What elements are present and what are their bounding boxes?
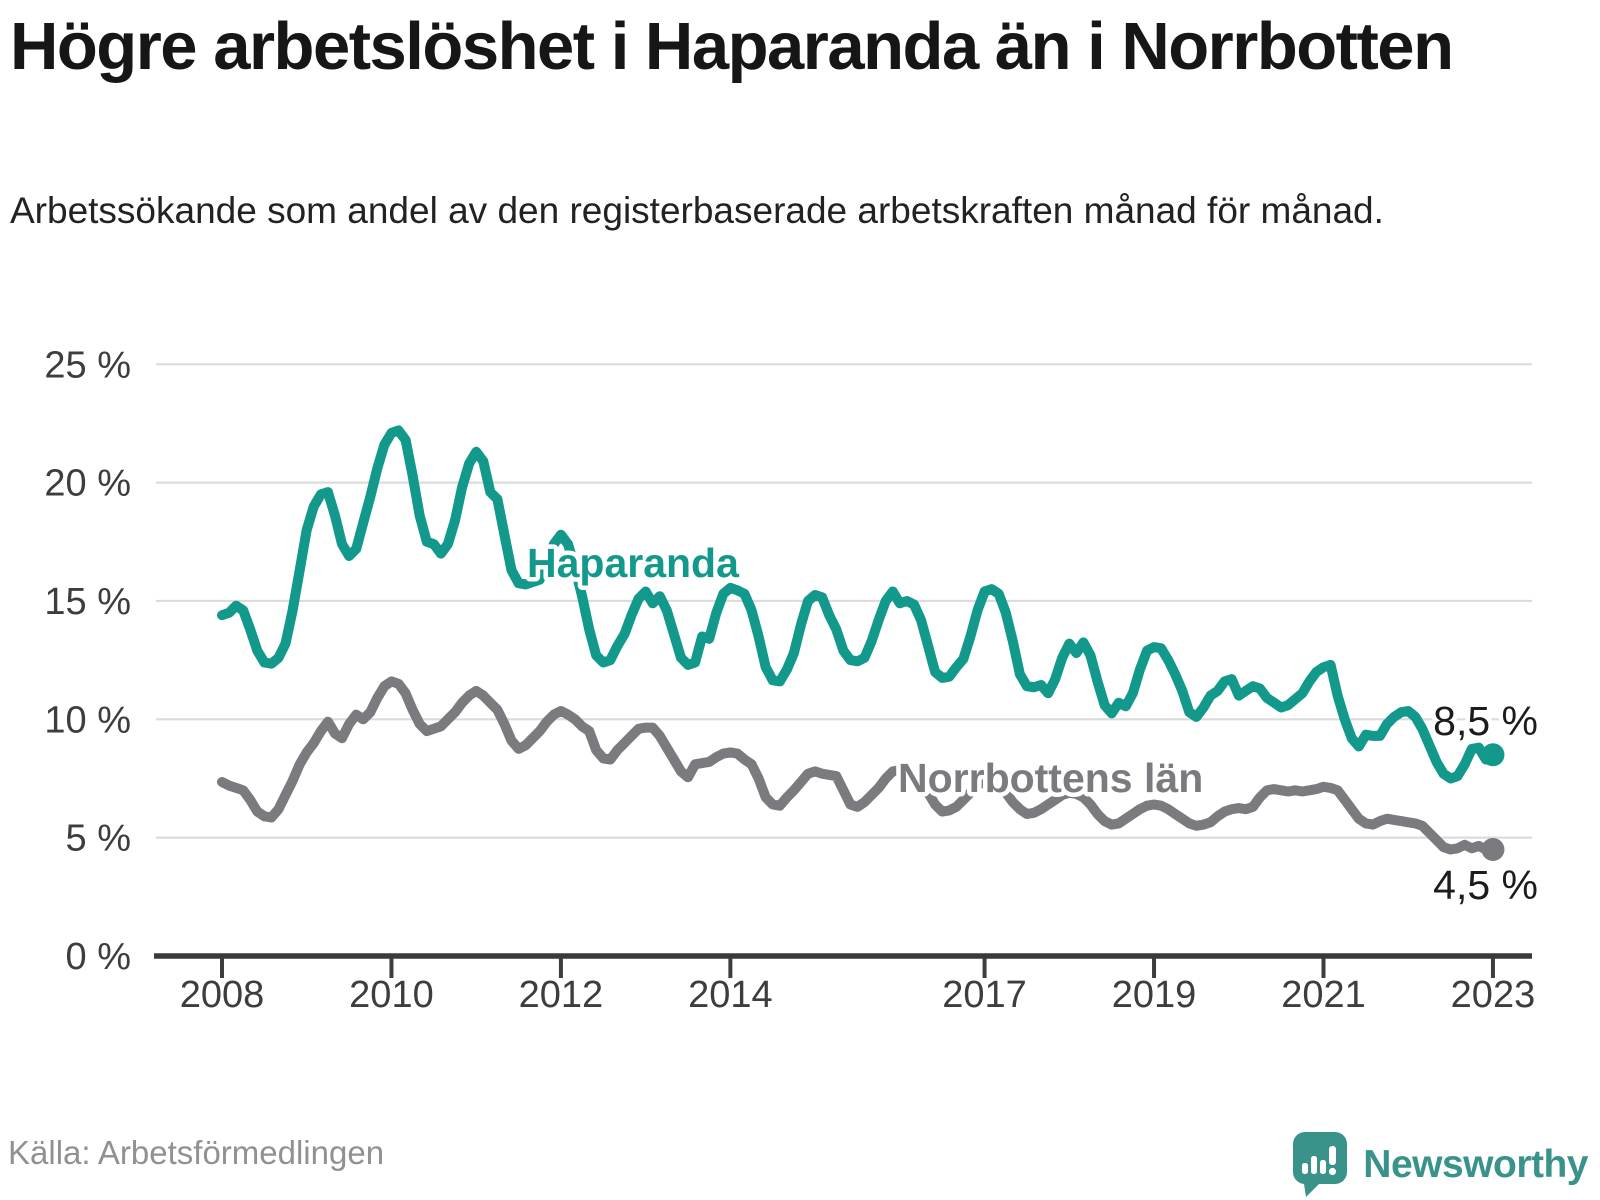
x-axis-tick-label: 2023 (1451, 974, 1536, 1016)
haparanda-series-label: Haparanda (527, 540, 740, 586)
newsworthy-logo: Newsworthy (1293, 1132, 1588, 1198)
haparanda-end-value-label: 8,5 % (1433, 698, 1538, 744)
y-axis-tick-label: 0 % (66, 936, 131, 978)
logo-brand-text: Newsworthy (1363, 1143, 1588, 1186)
y-axis-tick-label: 20 % (44, 463, 131, 505)
haparanda-line (217, 425, 1498, 784)
y-axis-tick-label: 15 % (44, 581, 131, 623)
x-axis-tick-label: 2021 (1281, 974, 1366, 1016)
y-axis-tick-label: 25 % (44, 344, 131, 386)
norrbotten-end-dot (1481, 837, 1505, 861)
source-note: Källa: Arbetsförmedlingen (8, 1134, 385, 1171)
norrbotten-series-label: Norrbottens län (898, 755, 1203, 801)
haparanda-end-dot (1481, 743, 1505, 767)
x-axis-tick-label: 2010 (349, 974, 434, 1016)
page-title: Högre arbetslöshet i Haparanda än i Norr… (10, 9, 1454, 84)
chart-subtitle: Arbetssökande som andel av den registerb… (10, 190, 1384, 231)
x-axis-tick-label: 2014 (688, 974, 773, 1016)
norrbotten-line (217, 676, 1498, 855)
newsworthy-speech-bubble-bar-chart-icon (1293, 1132, 1348, 1197)
x-axis-tick-label: 2012 (519, 974, 604, 1016)
y-axis-tick-label: 5 % (66, 818, 131, 860)
x-axis-tick-label: 2017 (942, 974, 1027, 1016)
x-axis-tick-label: 2008 (180, 974, 265, 1016)
norrbotten-end-value-label: 4,5 % (1433, 862, 1538, 908)
x-axis-tick-label: 2019 (1112, 974, 1197, 1016)
y-axis-tick-label: 10 % (44, 699, 131, 741)
